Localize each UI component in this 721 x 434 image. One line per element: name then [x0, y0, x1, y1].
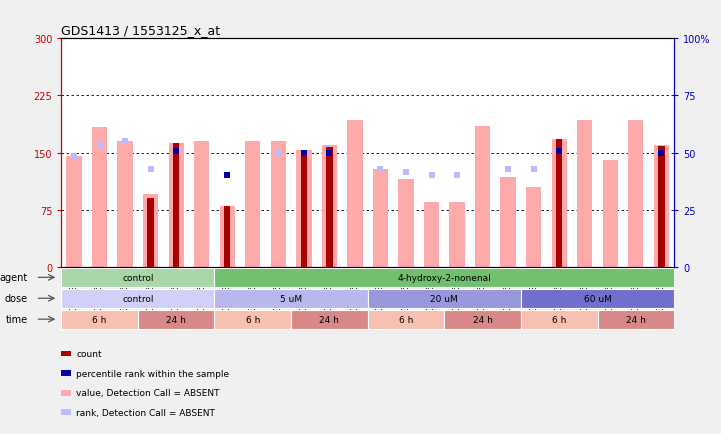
Text: rank, Detection Call = ABSENT: rank, Detection Call = ABSENT	[76, 408, 216, 417]
Bar	[92, 128, 107, 267]
Bar	[373, 170, 388, 267]
Bar	[603, 161, 618, 267]
Bar	[245, 142, 260, 267]
Bar	[296, 151, 311, 267]
Text: 24 h: 24 h	[626, 315, 646, 324]
Bar	[215, 268, 674, 287]
Text: 24 h: 24 h	[167, 315, 186, 324]
Bar	[301, 151, 307, 267]
Text: 6 h: 6 h	[246, 315, 260, 324]
Bar	[326, 148, 332, 267]
Bar	[424, 203, 439, 267]
Text: 6 h: 6 h	[92, 315, 107, 324]
Bar	[475, 127, 490, 267]
Text: GDS1413 / 1553125_x_at: GDS1413 / 1553125_x_at	[61, 24, 221, 37]
Text: control: control	[122, 273, 154, 282]
Bar	[169, 143, 184, 267]
Text: dose: dose	[4, 293, 27, 303]
Text: percentile rank within the sample: percentile rank within the sample	[76, 369, 229, 378]
Bar	[577, 121, 593, 267]
Bar	[654, 145, 669, 267]
Bar	[138, 310, 215, 329]
Bar	[61, 289, 215, 308]
Bar	[322, 145, 337, 267]
Bar	[556, 139, 562, 267]
Text: 6 h: 6 h	[399, 315, 413, 324]
Bar	[368, 310, 444, 329]
Bar	[598, 310, 674, 329]
Bar	[628, 121, 644, 267]
Bar	[658, 147, 665, 267]
Text: 60 uM: 60 uM	[583, 294, 611, 303]
Text: 4-hydroxy-2-nonenal: 4-hydroxy-2-nonenal	[397, 273, 491, 282]
Bar	[194, 142, 209, 267]
Bar	[552, 139, 567, 267]
Bar	[526, 187, 541, 267]
Text: 6 h: 6 h	[552, 315, 567, 324]
Bar	[61, 310, 138, 329]
Text: time: time	[6, 314, 27, 324]
Bar	[398, 180, 414, 267]
Bar	[449, 203, 465, 267]
Bar	[291, 310, 368, 329]
Bar	[270, 142, 286, 267]
Text: 20 uM: 20 uM	[430, 294, 458, 303]
Bar	[61, 268, 215, 287]
Bar	[147, 199, 154, 267]
Text: count: count	[76, 349, 102, 358]
Text: control: control	[122, 294, 154, 303]
Bar	[215, 310, 291, 329]
Bar	[500, 178, 516, 267]
Bar	[143, 195, 159, 267]
Bar	[220, 207, 235, 267]
Bar	[521, 289, 674, 308]
Bar	[66, 157, 81, 267]
Bar	[224, 207, 231, 267]
Bar	[444, 310, 521, 329]
Bar	[368, 289, 521, 308]
Bar	[118, 142, 133, 267]
Bar	[215, 289, 368, 308]
Bar	[173, 143, 180, 267]
Text: value, Detection Call = ABSENT: value, Detection Call = ABSENT	[76, 388, 220, 397]
Bar	[521, 310, 598, 329]
Text: agent: agent	[0, 273, 27, 283]
Bar	[348, 121, 363, 267]
Text: 24 h: 24 h	[319, 315, 340, 324]
Text: 24 h: 24 h	[473, 315, 492, 324]
Text: 5 uM: 5 uM	[280, 294, 302, 303]
